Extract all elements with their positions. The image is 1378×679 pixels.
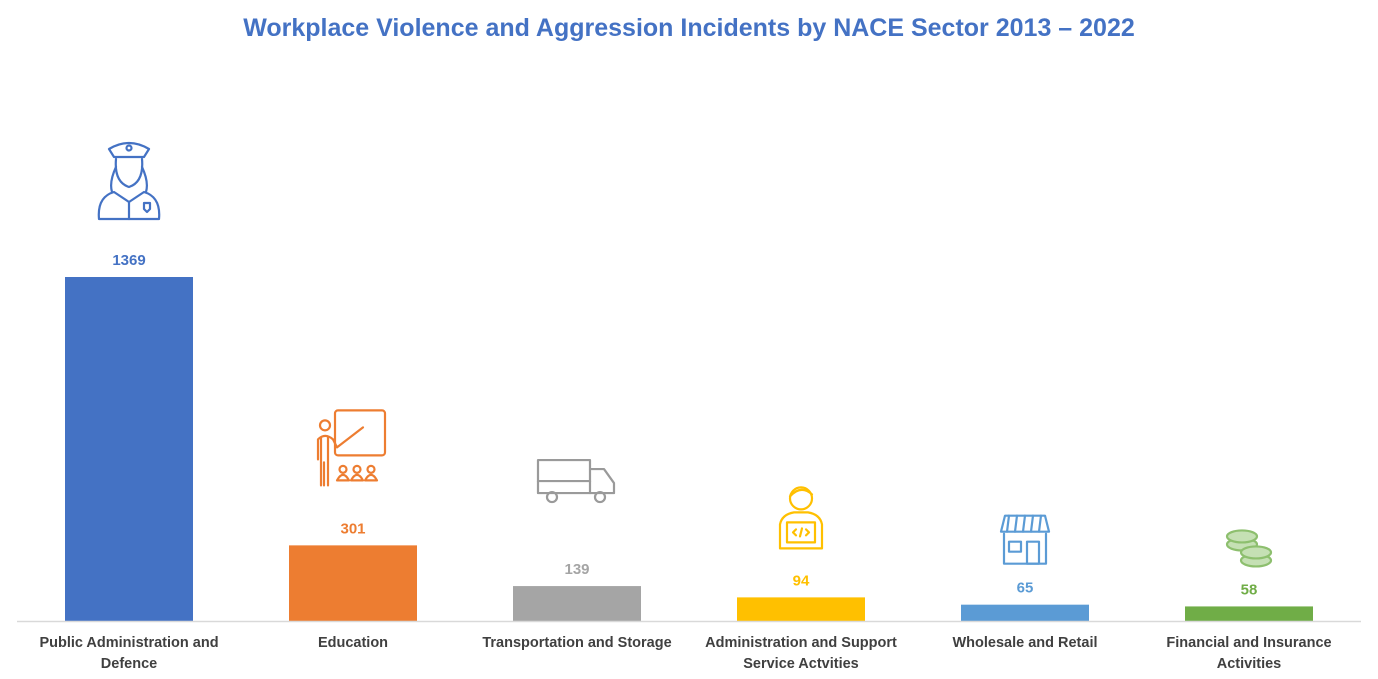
bar-0 (65, 277, 193, 621)
category-label-0: Public Administration and Defence (17, 633, 241, 675)
data-label-5: 58 (1241, 581, 1258, 598)
bar-5 (1185, 606, 1313, 621)
category-label-line: Financial and Insurance (1166, 635, 1332, 651)
category-label-line: Service Actvities (743, 656, 859, 672)
bar-1 (289, 545, 417, 621)
developer-laptop-icon (778, 486, 824, 550)
coins-icon (1225, 529, 1273, 568)
category-label-line: Wholesale and Retail (952, 635, 1098, 651)
category-label-4: Wholesale and Retail (913, 633, 1137, 654)
bar-3 (737, 597, 865, 621)
category-label-2: Transportation and Storage (465, 633, 689, 654)
category-label-line: Administration and Support (705, 635, 897, 651)
police-officer-icon (97, 141, 161, 221)
data-label-3: 94 (793, 572, 810, 589)
category-label-line: Education (317, 635, 389, 651)
category-label-5: Financial and Insurance Activities (1137, 633, 1361, 675)
data-label-1: 301 (340, 520, 365, 537)
delivery-truck-icon (536, 458, 616, 504)
teacher-presentation-icon (316, 409, 387, 487)
storefront-icon (999, 514, 1051, 565)
bar-4 (961, 604, 1089, 621)
category-label-1: Education (241, 633, 465, 654)
data-label-2: 139 (564, 561, 589, 578)
data-label-4: 65 (1017, 580, 1034, 597)
data-label-0: 1369 (112, 252, 145, 269)
category-label-3: Administration and Support Service Actvit… (689, 633, 913, 675)
category-label-line: Public Administration and (39, 635, 219, 651)
category-label-line: Transportation and Storage (482, 635, 672, 651)
category-label-line: Activities (1216, 656, 1282, 672)
bar-2 (513, 586, 641, 621)
chart-title: Workplace Violence and Aggression Incide… (243, 14, 1135, 42)
category-label-line: Defence (100, 656, 158, 672)
